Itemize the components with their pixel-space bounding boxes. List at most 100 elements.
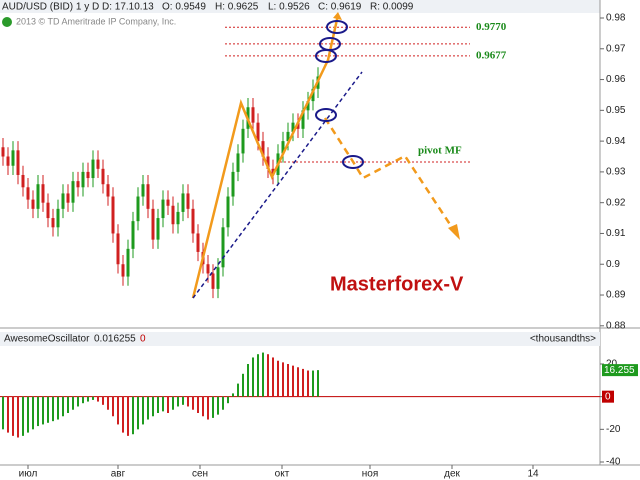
- candle-body: [151, 208, 155, 240]
- annotation: Masterforex-V: [330, 273, 464, 295]
- candle-body: [76, 181, 80, 188]
- candle-body: [281, 141, 285, 154]
- header-bar: [0, 0, 600, 13]
- candle-body: [191, 208, 195, 234]
- level-label: 0.9770: [476, 21, 507, 33]
- zero-badge: [602, 390, 614, 403]
- y-tick-label: 0.93: [606, 167, 626, 178]
- candle-body: [96, 159, 100, 169]
- plot-area: 0.98 0.97 0.96 0.95 0.94 0.93 0.92 0.91 0.9 0.89 0…: [0, 13, 638, 480]
- candle-body: [1, 147, 5, 157]
- candle-body: [171, 205, 175, 225]
- y-tick-label: -40: [606, 457, 621, 468]
- candle-body: [181, 193, 185, 212]
- candle-body: [21, 174, 25, 188]
- candle-body: [261, 141, 265, 157]
- osc-value: 0.016255: [94, 334, 136, 345]
- candle-body: [121, 264, 125, 277]
- candle-body: [136, 196, 140, 222]
- osc-header-bar: [0, 332, 600, 346]
- osc-title: AwesomeOscillator: [4, 334, 90, 345]
- y-tick-label: 0.95: [606, 105, 626, 116]
- candle-body: [236, 153, 240, 172]
- candle-body: [231, 171, 235, 197]
- candle-body: [111, 196, 115, 234]
- y-tick-label: 0.97: [606, 43, 626, 54]
- y-tick-label: 0.91: [606, 228, 626, 239]
- x-tick-label: окт: [275, 469, 290, 480]
- marker-ellipse: [342, 155, 364, 169]
- osc-units: <thousandths>: [530, 334, 596, 345]
- candle-body: [26, 187, 30, 200]
- candle-body: [6, 156, 10, 166]
- candle-body: [71, 181, 75, 203]
- info-icon: [2, 17, 12, 27]
- candle-body: [301, 110, 305, 129]
- candle-body: [186, 193, 190, 209]
- candle-body: [211, 273, 215, 289]
- candle-body: [51, 218, 55, 228]
- y-tick-label: 0.96: [606, 74, 626, 85]
- candle-body: [271, 168, 275, 175]
- x-tick-label: дек: [444, 469, 460, 480]
- trend-line: [192, 71, 363, 299]
- x-tick-label: 14: [527, 469, 539, 480]
- candle-body: [156, 218, 160, 240]
- candle-body: [81, 171, 85, 188]
- symbol: AUD/USD (BID) 1 y D: [2, 2, 99, 13]
- candle-body: [311, 88, 315, 102]
- copyright: 2013 © TD Ameritrade IP Company, Inc.: [16, 16, 176, 26]
- candle-body: [296, 122, 300, 129]
- zero-badge-label: 0: [605, 391, 611, 402]
- candle-body: [31, 199, 35, 209]
- candle-body: [226, 196, 230, 228]
- x-tick-label: июл: [19, 469, 38, 480]
- date: D: 17.10.13: [102, 2, 154, 13]
- candle-body: [11, 150, 15, 166]
- marker-ellipse: [326, 20, 348, 34]
- candle-body: [61, 193, 65, 209]
- level-label: pivot MF: [418, 145, 462, 157]
- y-tick-label: 0.9: [606, 259, 620, 270]
- candle-body: [41, 184, 45, 203]
- candle-body: [131, 221, 135, 249]
- candle-body: [141, 184, 145, 197]
- level-label: 0.9677: [476, 49, 507, 61]
- candle-body: [126, 248, 130, 277]
- header: AUD/USD (BID) 1 y D D: 17.10.13 O: 0.954…: [2, 2, 596, 345]
- candle-body: [101, 168, 105, 185]
- y-tick-label: 0.89: [606, 290, 626, 301]
- y-tick-label: 0.92: [606, 197, 626, 208]
- x-tick-label: сен: [192, 469, 208, 480]
- candle-body: [241, 128, 245, 154]
- candle-body: [221, 227, 225, 268]
- x-tick-label: ноя: [362, 469, 379, 480]
- range: R: 0.0099: [370, 2, 414, 13]
- value-badge-label: 16.255: [604, 365, 635, 376]
- candle-body: [106, 184, 110, 197]
- value-badge: [602, 364, 638, 377]
- candle-body: [161, 199, 165, 219]
- candle-body: [56, 208, 60, 228]
- candle-body: [291, 122, 295, 132]
- low: L: 0.9526: [268, 2, 310, 13]
- candle-body: [266, 156, 270, 169]
- candle-body: [146, 184, 150, 209]
- drawings: [191, 12, 460, 299]
- marker-ellipse: [315, 49, 337, 63]
- candle-body: [216, 267, 220, 289]
- forecast-line: [323, 117, 457, 233]
- y-tick-label: 0.94: [606, 136, 626, 147]
- candle-body: [16, 150, 20, 175]
- candle-body: [256, 122, 260, 142]
- candle-body: [176, 211, 180, 225]
- marker-ellipse: [315, 108, 337, 122]
- candle-body: [196, 233, 200, 252]
- close: C: 0.9619: [318, 2, 362, 13]
- candle-body: [36, 184, 40, 209]
- arrow-head: [333, 12, 342, 20]
- candle-body: [206, 264, 210, 274]
- y-tick-label: 0.88: [606, 320, 626, 331]
